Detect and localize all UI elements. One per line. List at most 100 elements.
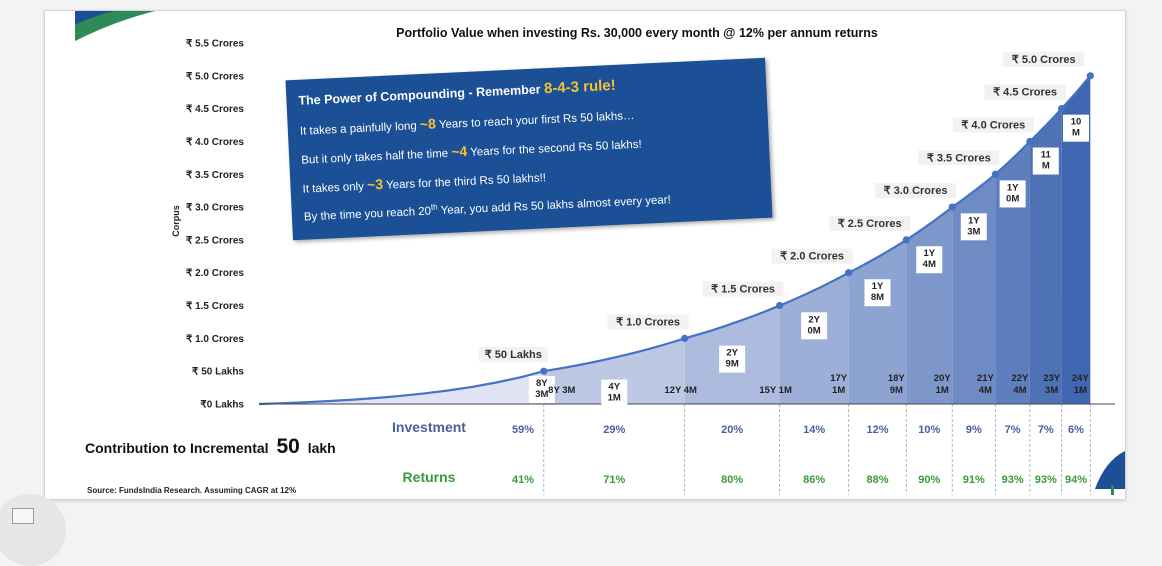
info-line-2-b: Years for the second Rs 50 lakhs! (467, 138, 642, 159)
value-label-bg (771, 248, 853, 264)
y-tick-label: ₹ 5.0 Crores (186, 71, 244, 82)
duration-box (528, 376, 555, 403)
contribution-heading-number: 50 (276, 435, 299, 458)
y-tick-label: ₹ 1.5 Crores (186, 301, 244, 312)
corner-decoration (75, 11, 155, 41)
y-tick-label: ₹ 4.0 Crores (186, 137, 244, 148)
x-tick-label: 22Y (1011, 373, 1029, 384)
x-tick-label: 3M (1045, 385, 1058, 396)
duration-label: 0M (1006, 193, 1019, 204)
x-tick-label: 4M (979, 385, 992, 396)
data-point (902, 236, 910, 244)
info-line-3-a: It takes only (302, 180, 368, 196)
y-tick-label: ₹ 50 Lakhs (192, 367, 244, 378)
investment-value: 29% (603, 424, 625, 436)
investment-row-label: Investment (392, 419, 466, 435)
returns-value: 90% (918, 474, 940, 486)
info-line-2-num: ~4 (450, 142, 468, 160)
dashed-dividers (543, 404, 1091, 495)
investment-value: 20% (721, 424, 743, 436)
info-line-2-a: But it only takes half the time (301, 147, 452, 167)
data-point (681, 334, 689, 342)
duration-label: 3M (967, 226, 980, 237)
value-label-bg (1003, 51, 1085, 67)
x-tick-label: 12Y 4M (664, 385, 697, 396)
value-label: ₹ 1.0 Crores (616, 316, 680, 328)
source-note: Source: FundsIndia Research. Assuming CA… (87, 486, 296, 495)
returns-value: 86% (803, 474, 825, 486)
duration-box (601, 379, 628, 407)
x-tick-label: 21Y (977, 373, 995, 384)
value-label-bg (918, 150, 1000, 166)
area-segment (1061, 75, 1091, 405)
area-segment (259, 371, 544, 404)
data-point (1058, 105, 1066, 113)
presenter-badge (0, 494, 66, 566)
x-tick-label: 1M (1074, 385, 1087, 396)
info-line-4-b: Year, you add Rs 50 lakhs almost every y… (437, 194, 672, 218)
contribution-heading-unit: lakh (308, 440, 336, 456)
duration-box (801, 312, 828, 340)
x-tick-label: 9M (890, 385, 903, 396)
x-tick-label: 4M (1013, 385, 1026, 396)
returns-value: 71% (603, 474, 625, 486)
info-box: The Power of Compounding - Remember 8-4-… (285, 57, 773, 241)
info-line-4: By the time you reach 20th Year, you add… (304, 187, 760, 223)
duration-label: 8Y (536, 378, 548, 389)
investment-value: 9% (966, 424, 982, 436)
value-label: ₹ 3.5 Crores (927, 152, 991, 164)
info-line-3-num: ~3 (366, 175, 384, 193)
returns-value: 80% (721, 474, 743, 486)
returns-value: 41% (512, 474, 534, 486)
duration-label: 0M (808, 325, 821, 336)
x-tick-label: 15Y 1M (759, 385, 792, 396)
value-label: ₹ 5.0 Crores (1012, 54, 1076, 66)
investment-value: 59% (512, 424, 534, 436)
value-label: ₹ 4.0 Crores (961, 119, 1025, 131)
info-line-1-a: It takes a painfully long (299, 120, 421, 138)
duration-label: 1Y (923, 248, 935, 259)
duration-label: 1Y (872, 281, 884, 292)
area-segment (848, 239, 907, 404)
value-label: ₹ 50 Lakhs (485, 349, 542, 361)
y-tick-label: ₹ 5.5 Crores (186, 39, 244, 50)
duration-label: 4Y (608, 382, 620, 393)
investment-value: 7% (1038, 424, 1054, 436)
value-label-bg (478, 347, 548, 363)
chart: Portfolio Value when investing Rs. 30,00… (75, 11, 1125, 495)
duration-box (960, 213, 987, 241)
value-label-bg (829, 215, 911, 231)
data-point (948, 203, 956, 211)
y-tick-label: ₹ 3.5 Crores (186, 170, 244, 181)
x-tick-label: 1M (832, 385, 845, 396)
area-segment (1029, 108, 1062, 404)
x-tick-label: 8Y 3M (548, 385, 575, 396)
x-tick-label: 1M (936, 385, 949, 396)
returns-value: 88% (866, 474, 888, 486)
returns-value: 93% (1002, 474, 1024, 486)
contribution-heading: Contribution to Incremental 50 lakh (85, 435, 336, 458)
investment-value: 12% (866, 424, 888, 436)
y-tick-label: ₹ 4.5 Crores (186, 104, 244, 115)
value-label: ₹ 1.5 Crores (711, 284, 775, 296)
corner-decoration-right (1095, 451, 1125, 489)
contribution-table: 59% 41% 29% 71% 20% 80% 14% 86% 12% 88% 10% 90% 9% 91… (512, 424, 1087, 486)
investment-value: 7% (1005, 424, 1021, 436)
value-label-bg (984, 84, 1066, 100)
returns-value: 93% (1035, 474, 1057, 486)
x-tick-label: 23Y (1043, 373, 1061, 384)
y-axis: ₹0 Lakhs ₹ 50 Lakhs ₹ 1.0 Crores ₹ 1.5 Cror… (186, 39, 244, 411)
value-label: ₹ 2.5 Crores (838, 218, 902, 230)
returns-value: 94% (1065, 474, 1087, 486)
corner-decoration-blue (75, 11, 115, 25)
duration-box (864, 279, 891, 307)
duration-box (999, 180, 1026, 208)
data-point (991, 170, 999, 178)
duration-box (1032, 147, 1059, 175)
y-axis-label: Corpus (171, 205, 181, 237)
presenter-icon (12, 508, 34, 524)
value-label: ₹ 3.0 Crores (884, 185, 948, 197)
y-tick-label: ₹ 3.0 Crores (186, 203, 244, 214)
duration-label: 1M (608, 393, 621, 404)
